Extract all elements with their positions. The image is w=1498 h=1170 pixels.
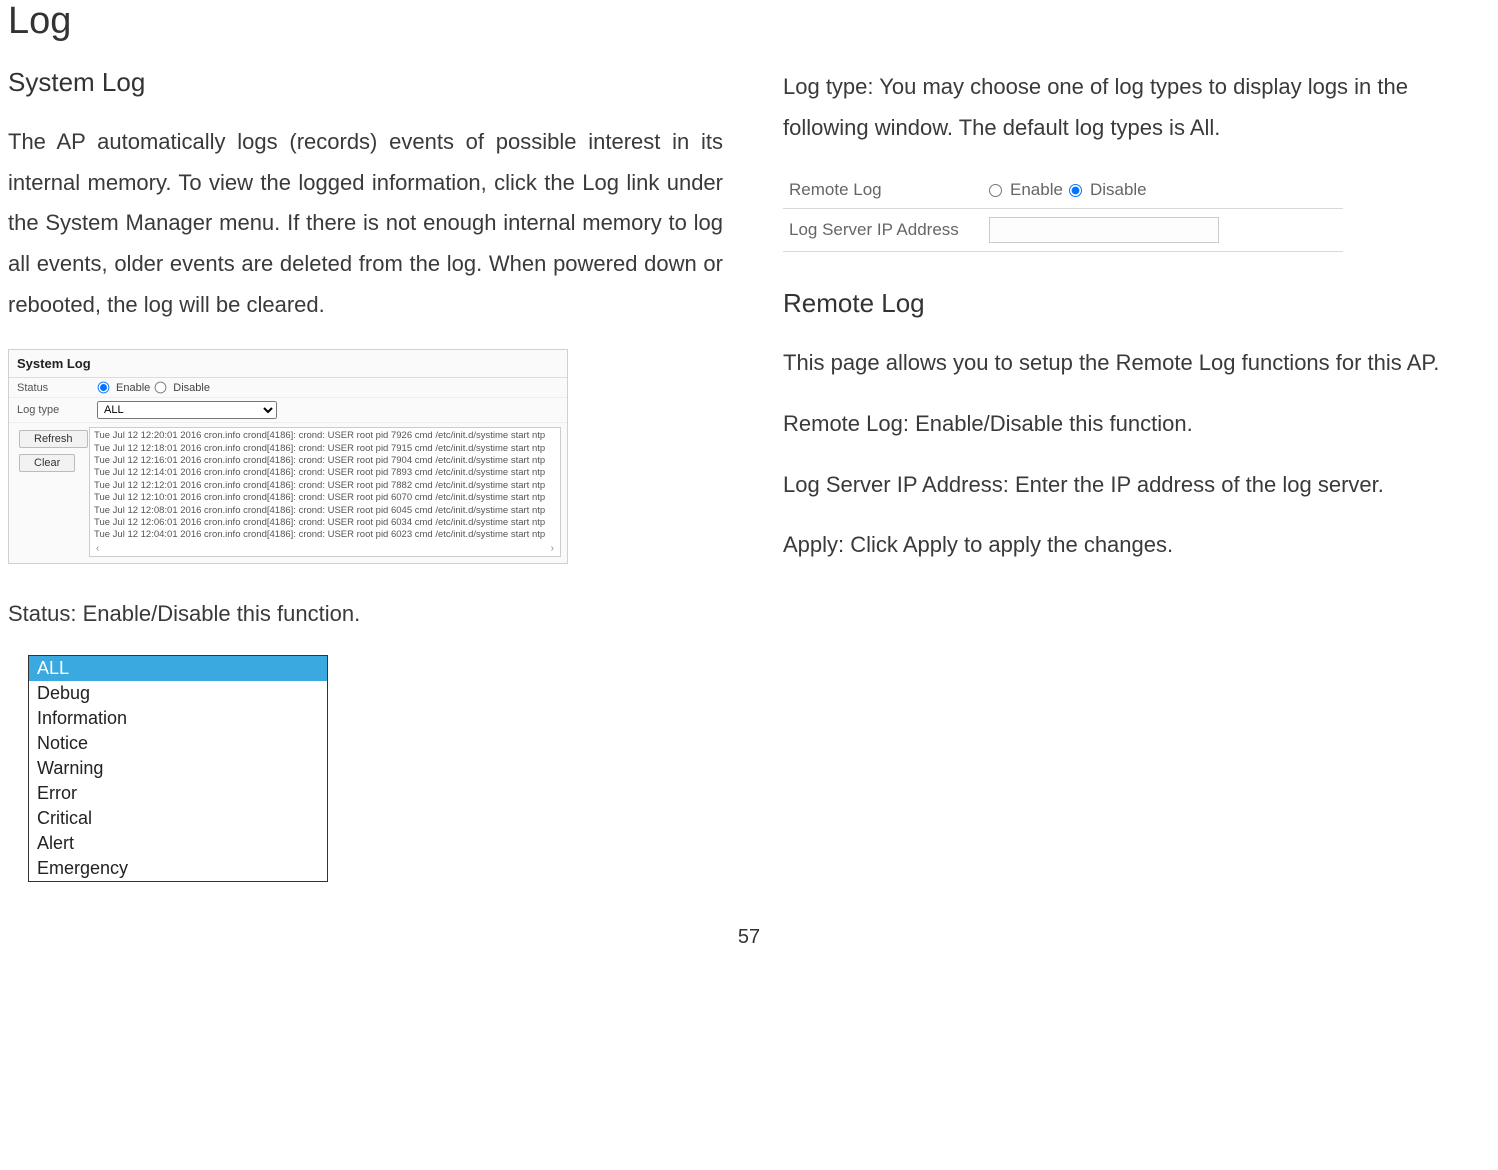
log-line: Tue Jul 12 12:16:01 2016 cron.info crond…	[94, 455, 556, 467]
syslog-logtype-select[interactable]: ALL	[97, 401, 277, 419]
scroll-right-icon[interactable]: ›	[551, 542, 554, 555]
logtype-option[interactable]: Emergency	[29, 856, 327, 881]
log-line: Tue Jul 12 12:14:01 2016 cron.info crond…	[94, 467, 556, 479]
log-line: Tue Jul 12 12:10:01 2016 cron.info crond…	[94, 492, 556, 504]
log-line: Tue Jul 12 12:04:01 2016 cron.info crond…	[94, 529, 556, 541]
remote-log-screenshot: Remote Log Enable Disable Log Server IP …	[783, 172, 1343, 252]
logtype-option[interactable]: Error	[29, 781, 327, 806]
syslog-logtype-label: Log type	[17, 404, 97, 416]
syslog-enable-radio[interactable]	[98, 382, 110, 394]
clear-button[interactable]: Clear	[19, 454, 75, 472]
logtype-option[interactable]: Critical	[29, 806, 327, 831]
remotelog-ip-label: Log Server IP Address	[789, 220, 989, 240]
page-number: 57	[0, 926, 1498, 949]
logtype-option[interactable]: Notice	[29, 731, 327, 756]
system-log-screenshot: System Log Status Enable Disable Log typ…	[8, 349, 568, 564]
remotelog-enable-radio[interactable]	[989, 184, 1002, 197]
log-line: Tue Jul 12 12:20:01 2016 cron.info crond…	[94, 430, 556, 442]
remotelog-label: Remote Log	[789, 180, 989, 200]
refresh-button[interactable]: Refresh	[19, 430, 88, 448]
apply-line: Apply: Click Apply to apply the changes.	[783, 525, 1498, 566]
logtype-option[interactable]: Warning	[29, 756, 327, 781]
remote-log-heading: Remote Log	[783, 288, 1498, 319]
scroll-left-icon[interactable]: ‹	[96, 542, 99, 555]
logtype-option[interactable]: Alert	[29, 831, 327, 856]
syslog-disable-text: Disable	[173, 382, 210, 394]
system-log-description: The AP automatically logs (records) even…	[8, 122, 723, 325]
remotelog-disable-radio[interactable]	[1069, 184, 1082, 197]
remote-log-description: This page allows you to setup the Remote…	[783, 343, 1498, 384]
remotelog-disable-text: Disable	[1090, 180, 1147, 200]
page-title: Log	[0, 0, 1498, 43]
logserver-ip-input[interactable]	[989, 217, 1219, 243]
syslog-status-label: Status	[17, 382, 97, 394]
syslog-log-area: Tue Jul 12 12:20:01 2016 cron.info crond…	[89, 427, 561, 557]
syslog-disable-radio[interactable]	[155, 382, 167, 394]
remotelog-enable-text: Enable	[1010, 180, 1063, 200]
syslog-header: System Log	[9, 350, 567, 378]
logtype-dropdown[interactable]: ALL Debug Information Notice Warning Err…	[28, 655, 328, 882]
logtype-option[interactable]: Information	[29, 706, 327, 731]
log-line: Tue Jul 12 12:08:01 2016 cron.info crond…	[94, 505, 556, 517]
system-log-heading: System Log	[8, 67, 723, 98]
remote-log-line: Remote Log: Enable/Disable this function…	[783, 404, 1498, 445]
logtype-option[interactable]: ALL	[29, 656, 327, 681]
logtype-description: Log type: You may choose one of log type…	[783, 67, 1498, 148]
logtype-option[interactable]: Debug	[29, 681, 327, 706]
log-line: Tue Jul 12 12:18:01 2016 cron.info crond…	[94, 443, 556, 455]
log-line: Tue Jul 12 12:12:01 2016 cron.info crond…	[94, 480, 556, 492]
log-line: Tue Jul 12 12:06:01 2016 cron.info crond…	[94, 517, 556, 529]
logserver-line: Log Server IP Address: Enter the IP addr…	[783, 465, 1498, 506]
status-description: Status: Enable/Disable this function.	[8, 594, 723, 635]
syslog-enable-text: Enable	[116, 382, 150, 394]
